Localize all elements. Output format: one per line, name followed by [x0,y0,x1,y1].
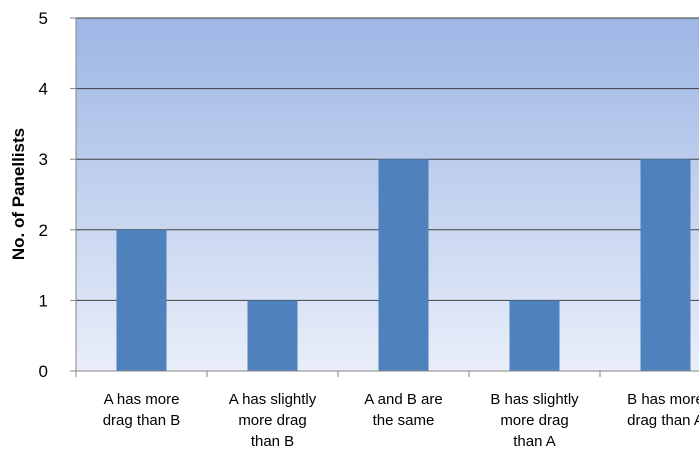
bars [116,159,691,371]
axes [70,17,699,377]
y-tick-label: 1 [39,291,48,310]
y-tick-label: 0 [39,362,48,381]
x-tick-labels: A has more drag than B A has slightly more … [103,391,699,450]
bar [378,159,429,371]
x-tick-label: more drag [500,412,568,429]
y-axis-label: No. of Panellists [9,128,28,260]
bar [509,300,560,371]
bar [247,300,298,371]
x-tick-label: the same [373,412,435,429]
x-tick-label: B has more [627,391,699,408]
y-tick-labels: 0 1 2 3 4 5 [39,9,48,381]
y-tick-label: 2 [39,221,48,240]
x-tick-label: than A [513,433,556,450]
x-tick-label: A has more [104,391,180,408]
x-tick-label: drag than A [627,412,699,429]
y-tick-label: 5 [39,9,48,28]
x-tick-label: than B [251,433,294,450]
x-tick-label: more drag [238,412,306,429]
bar [640,159,691,371]
y-tick-label: 3 [39,150,48,169]
x-tick-label: B has slightly [490,391,579,408]
y-tick-label: 4 [39,80,48,99]
x-tick-label: drag than B [103,412,181,429]
bar [116,229,167,371]
x-tick-label: A and B are [364,391,442,408]
x-tick-label: A has slightly [229,391,317,408]
